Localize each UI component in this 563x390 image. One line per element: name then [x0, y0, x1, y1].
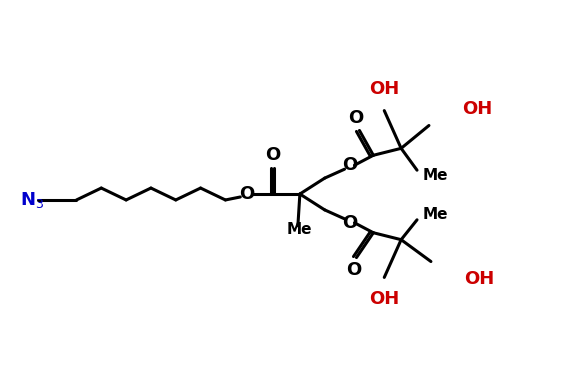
- Text: OH: OH: [464, 270, 494, 288]
- Text: O: O: [239, 185, 254, 203]
- Text: O: O: [348, 108, 363, 127]
- Text: OH: OH: [369, 80, 399, 98]
- Text: O: O: [265, 146, 281, 164]
- Text: O: O: [346, 261, 361, 280]
- Text: N$_3$: N$_3$: [20, 190, 44, 210]
- Text: OH: OH: [462, 99, 492, 118]
- Text: Me: Me: [423, 207, 449, 222]
- Text: Me: Me: [287, 222, 312, 237]
- Text: O: O: [342, 214, 357, 232]
- Text: OH: OH: [369, 290, 399, 308]
- Text: Me: Me: [423, 168, 449, 183]
- Text: O: O: [342, 156, 357, 174]
